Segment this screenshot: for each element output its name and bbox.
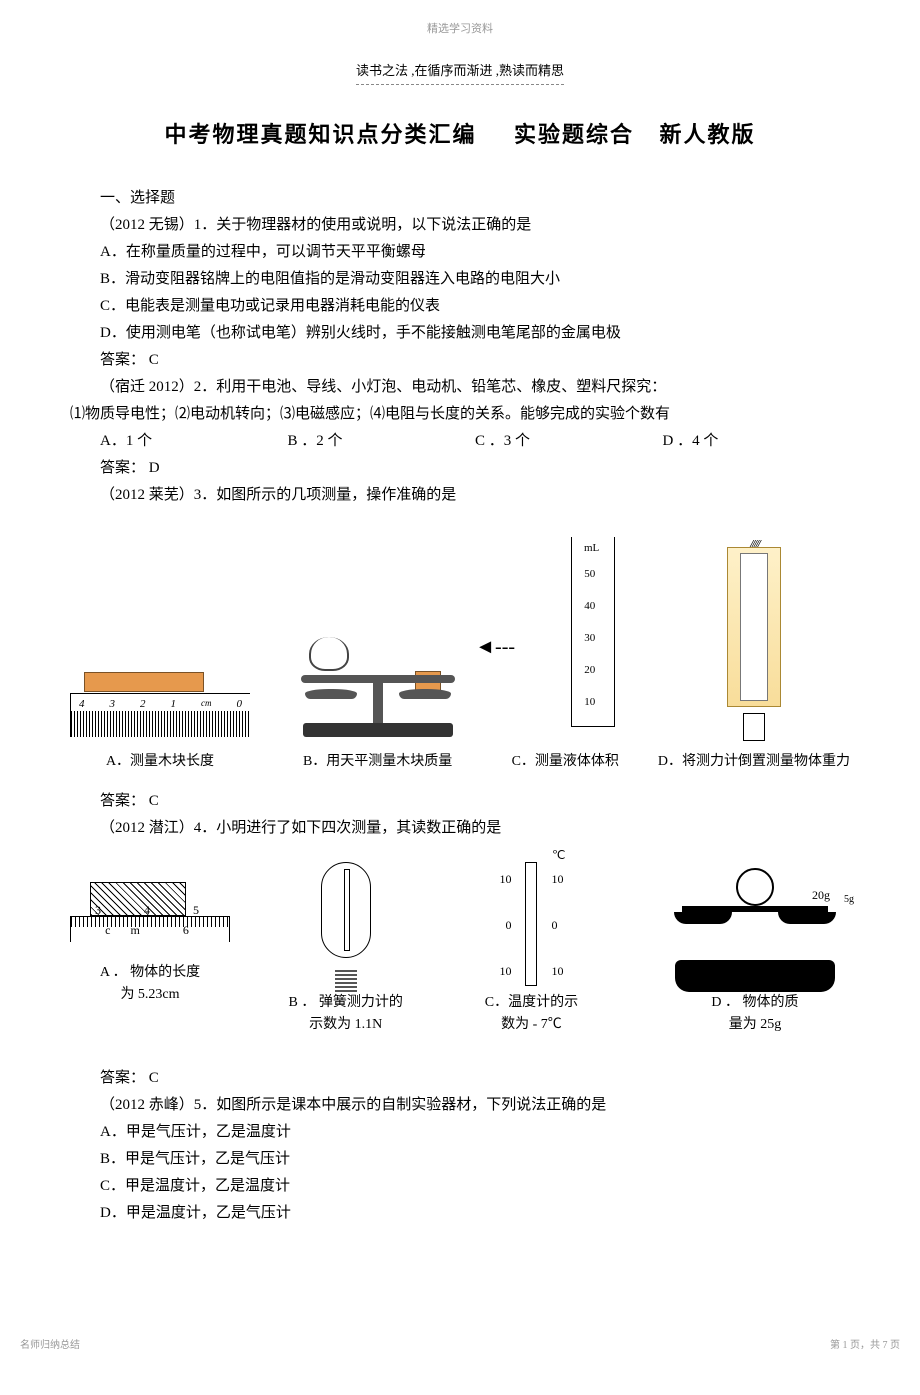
q4-fig-d-cap1: D ． 物体的质 [711,992,798,1014]
title-sub2: 新人教版 [660,122,756,147]
q2-source: （宿迁 2012）2．利用干电池、导线、小灯泡、电动机、铅笔芯、橡皮、塑料尺探究… [70,374,850,401]
q1-source: （2012 无锡）1．关于物理器材的使用或说明，以下说法正确的是 [70,212,850,239]
motto-wrap: 读书之法 ,在循序而渐进 ,熟读而精思 [60,58,860,85]
q4-fig-a-cap2: 为 5.23cm [120,984,179,1006]
q3-fig-a: 0cm1234 A．测量木块长度 [70,647,250,772]
q1-opt-a: A．在称量质量的过程中，可以调节天平平衡螺母 [70,239,850,266]
q5-opt-d: D．甲是温度计，乙是气压计 [70,1200,850,1227]
q5-opt-c: C．甲是温度计，乙是温度计 [70,1173,850,1200]
q1-opt-c: C．电能表是测量电功或记录用电器消耗电能的仪表 [70,293,850,320]
q4-fig-c: ℃ 10 10 0 0 10 10 C．温度计的示 数为 - 7℃ [461,862,601,1037]
content: 一、选择题 （2012 无锡）1．关于物理器材的使用或说明，以下说法正确的是 A… [60,185,860,1227]
q4-fig-b-cap1: B ． 弹簧测力计的 [289,992,403,1014]
q2-answer: 答案： D [70,455,850,482]
q1-opt-b: B．滑动变阻器铭牌上的电阻值指的是滑动变阻器连入电路的电阻大小 [70,266,850,293]
q4-fig-d-cap2: 量为 25g [729,1014,782,1036]
title-sub1: 实验题综合 [514,122,634,147]
q2-body: ⑴物质导电性；⑵电动机转向；⑶电磁感应；⑷电阻与长度的关系。能够完成的实验个数有 [70,401,850,428]
q2-opt-a: A．1 个 [100,428,288,455]
q2-opt-b: B ．2 个 [288,428,476,455]
spring2-diagram [291,862,401,992]
q3-source: （2012 莱芜）3．如图所示的几项测量，操作准确的是 [70,482,850,509]
q4-figure-row: 3 4 5 cm 6 A ． 物体的长度 为 5.23cm B ． 弹簧测力计的… [70,862,850,1037]
q5-source: （2012 赤峰）5．如图所示是课本中展示的自制实验器材，下列说法正确的是 [70,1092,850,1119]
q3-fig-c-caption: C．测量液体体积 [512,751,619,772]
q4-source: （2012 潜江）4．小明进行了如下四次测量，其读数正确的是 [70,815,850,842]
thermometer-diagram: ℃ 10 10 0 0 10 10 [461,862,601,992]
q1-answer: 答案： C [70,347,850,374]
q3-fig-d: ///// D．将测力计倒置测量物体重力 [658,537,850,772]
balance-diagram [283,627,473,737]
motto-text: 读书之法 ,在循序而渐进 ,熟读而精思 [356,59,564,85]
q2-opt-d: D ．4 个 [663,428,851,455]
q5-opt-b: B．甲是气压计，乙是气压计 [70,1146,850,1173]
cylinder-diagram: mL 50 40 30 20 10 ◄--- [505,537,625,737]
section-heading: 一、选择题 [70,185,850,212]
q3-fig-a-caption: A．测量木块长度 [106,751,214,772]
q4-fig-c-cap2: 数为 - 7℃ [501,1014,562,1036]
doc-header-top: 精选学习资料 [60,20,860,40]
q4-fig-c-cap1: C．温度计的示 [485,992,578,1014]
q3-answer: 答案： C [70,788,850,815]
q4-fig-a: 3 4 5 cm 6 A ． 物体的长度 为 5.23cm [70,862,230,1007]
ruler2-diagram: 3 4 5 cm 6 [70,862,230,962]
page-title: 中考物理真题知识点分类汇编 实验题综合 新人教版 [60,115,860,155]
q2-options-row: A．1 个 B ．2 个 C ．3 个 D ．4 个 [70,428,850,455]
footer-right: 第 1 页，共 7 页 [830,1337,900,1355]
q4-fig-a-cap1: A ． 物体的长度 [100,962,200,984]
q4-fig-b-cap2: 示数为 1.1N [309,1014,382,1036]
q1-opt-d: D．使用测电笔（也称试电笔）辨别火线时，手不能接触测电笔尾部的金属电极 [70,320,850,347]
q4-fig-d: 20g 5g D ． 物体的质 量为 25g [660,862,850,1037]
q5-opt-a: A．甲是气压计，乙是温度计 [70,1119,850,1146]
balance2-diagram: 20g 5g [660,862,850,992]
q3-fig-d-caption: D．将测力计倒置测量物体重力 [658,751,850,772]
q4-answer: 答案： C [70,1065,850,1092]
q3-fig-c: mL 50 40 30 20 10 ◄--- C．测量液体体积 [505,537,625,772]
footer-left: 名师归纳总结 [20,1337,80,1355]
ruler-diagram: 0cm1234 [70,647,250,737]
q4-fig-b: B ． 弹簧测力计的 示数为 1.1N [289,862,403,1037]
q3-fig-b-caption: B．用天平测量木块质量 [303,751,452,772]
spring-meter-diagram: ///// [719,537,789,737]
page-footer: 名师归纳总结 第 1 页，共 7 页 [20,1337,900,1355]
q3-figure-row: 0cm1234 A．测量木块长度 B．用天平测量木块质量 [70,537,850,772]
q2-opt-c: C ．3 个 [475,428,663,455]
title-main: 中考物理真题知识点分类汇编 [164,122,476,147]
q3-fig-b: B．用天平测量木块质量 [283,627,473,772]
